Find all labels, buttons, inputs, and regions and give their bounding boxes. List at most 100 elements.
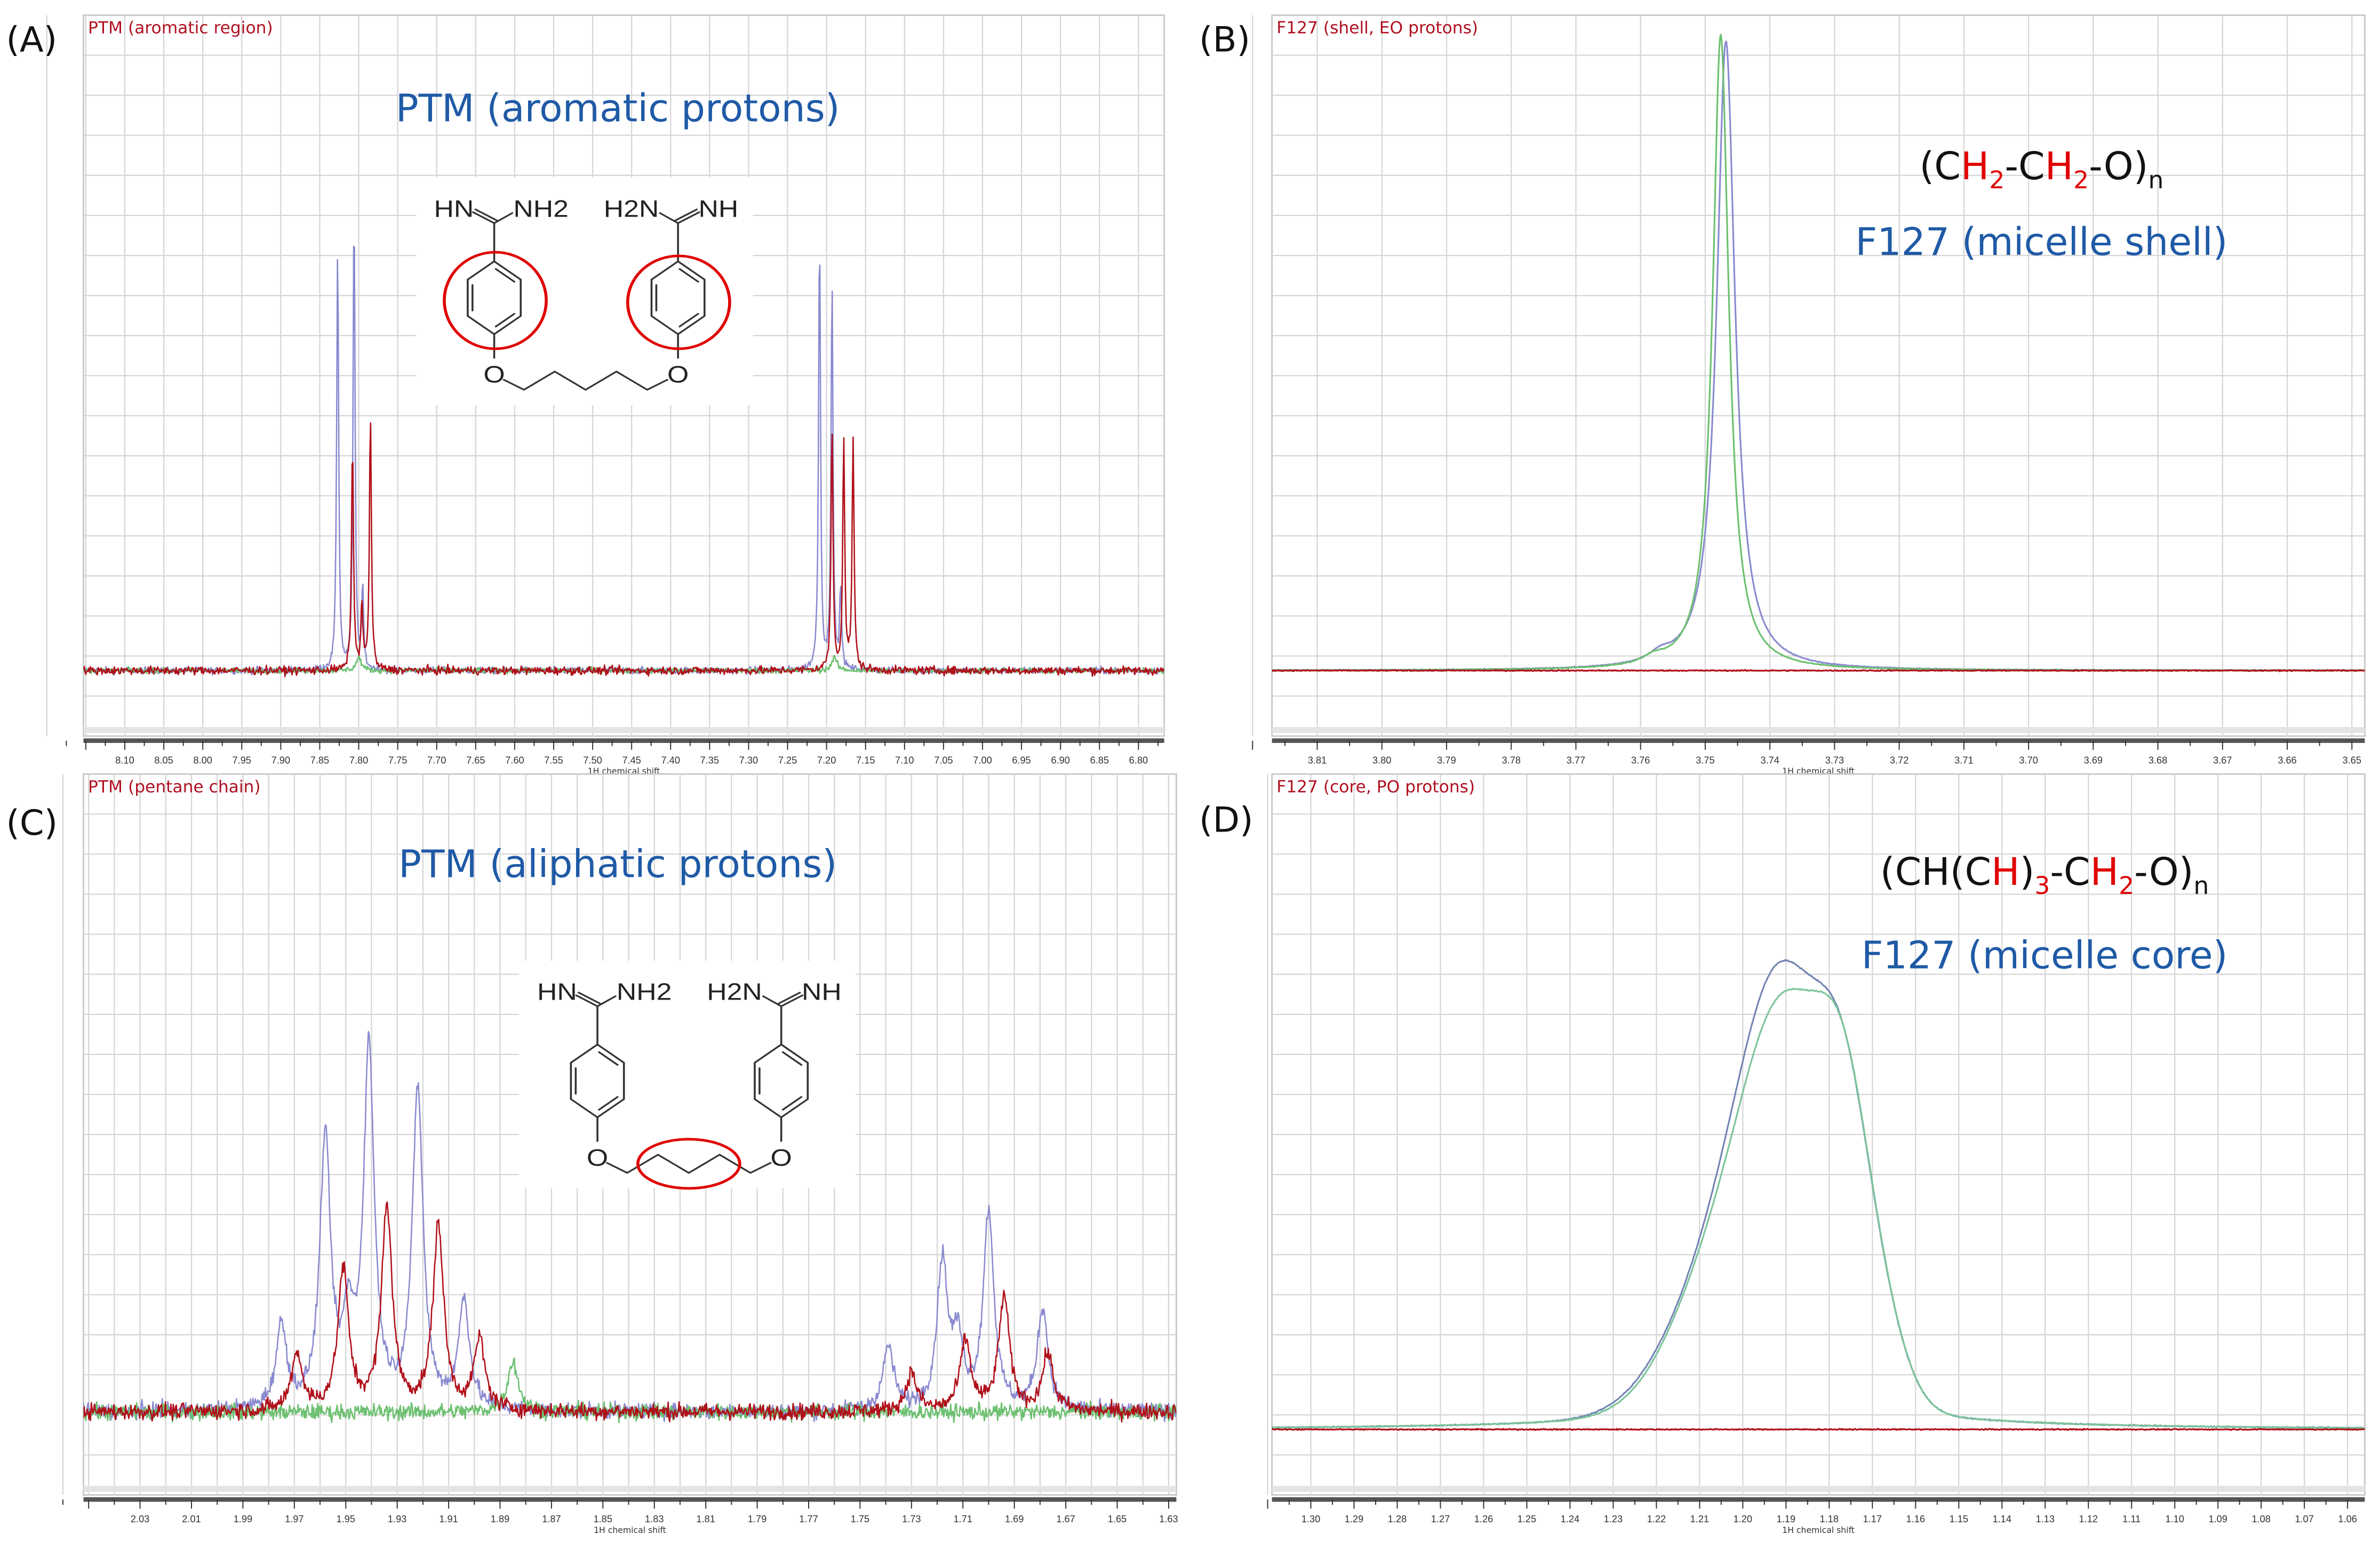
formula-segment: (CH(C bbox=[1880, 850, 1991, 894]
panel-label: (C) bbox=[6, 803, 58, 843]
x-tick-label: 7.15 bbox=[856, 755, 875, 765]
x-tick-label: 1.97 bbox=[285, 1514, 304, 1524]
panel-c: 2.03 2.01 1.99 1.97 1.95 1.93 1.91 1.89 1.87 1.85… bbox=[6, 773, 1178, 1535]
bond bbox=[677, 211, 700, 224]
x-tick-label: 7.50 bbox=[583, 755, 602, 765]
formula-segment: H bbox=[2045, 144, 2073, 188]
plot-bottom-band bbox=[83, 1485, 1177, 1492]
x-tick-label: 1.69 bbox=[1005, 1514, 1024, 1524]
x-tick-label: 3.81 bbox=[1308, 755, 1327, 765]
panel-label: (B) bbox=[1199, 20, 1250, 60]
bond bbox=[472, 211, 496, 224]
ptm-molecule-structure: HN NH2 H2N NH O O bbox=[537, 979, 842, 1190]
x-tick-label: 1.23 bbox=[1604, 1514, 1623, 1524]
polymer-formula: (CH(CH)3-CH2-O)n bbox=[1880, 850, 2209, 900]
spectrum-line-green bbox=[1272, 987, 2365, 1429]
x-tick-label: 1.91 bbox=[439, 1514, 458, 1524]
double-bond bbox=[674, 209, 698, 221]
x-tick-label: 7.05 bbox=[934, 755, 953, 765]
panel-title: PTM (pentane chain) bbox=[88, 777, 261, 796]
bond bbox=[780, 994, 804, 1008]
x-tick-label: 1.95 bbox=[337, 1514, 355, 1524]
x-tick-label: 8.10 bbox=[115, 755, 134, 765]
spectrum-line-blue bbox=[83, 1030, 1177, 1423]
x-tick-label: 3.79 bbox=[1437, 755, 1456, 765]
double-bond bbox=[678, 268, 699, 283]
x-tick-label: 1.83 bbox=[645, 1514, 664, 1524]
x-tick-label: 2.01 bbox=[182, 1514, 201, 1524]
bond bbox=[575, 994, 598, 1008]
x-tick-label: 1.30 bbox=[1301, 1514, 1320, 1524]
x-tick-label: 3.75 bbox=[1696, 755, 1714, 765]
x-tick-label: 6.90 bbox=[1051, 755, 1069, 765]
x-tick-label: 3.78 bbox=[1502, 755, 1521, 765]
formula-segment: H bbox=[1961, 144, 1989, 188]
x-tick-label: 3.77 bbox=[1567, 755, 1585, 765]
double-bond bbox=[494, 313, 516, 327]
oxygen-label: O bbox=[667, 361, 689, 388]
plot-bottom-band bbox=[83, 726, 1164, 733]
x-tick-label: 3.66 bbox=[2278, 755, 2296, 765]
formula-segment: -C bbox=[2050, 850, 2090, 894]
formula-segment: 3 bbox=[2034, 872, 2050, 900]
formula-segment: 2 bbox=[2119, 872, 2134, 900]
x-tick-label: 1.13 bbox=[2036, 1514, 2055, 1524]
highlight-ellipse-chain bbox=[636, 1138, 741, 1190]
double-bond bbox=[578, 992, 601, 1004]
panel-b: 3.81 3.80 3.79 3.78 3.77 3.76 3.75 3.74 3.73 3.72… bbox=[1199, 14, 2366, 776]
x-tick-label: 1.89 bbox=[491, 1514, 509, 1524]
x-tick-label: 7.65 bbox=[466, 755, 485, 765]
x-tick-label: 7.80 bbox=[349, 755, 368, 765]
spectrum-line-red bbox=[1272, 1427, 2365, 1431]
pentane-chain bbox=[606, 1153, 772, 1174]
x-tick-label: 1.65 bbox=[1108, 1514, 1127, 1524]
x-tick-label: 1.21 bbox=[1690, 1514, 1709, 1524]
x-axis-ticks bbox=[62, 1499, 1169, 1509]
x-tick-label: 1.29 bbox=[1345, 1514, 1363, 1524]
x-tick-label: 3.80 bbox=[1372, 755, 1391, 765]
x-tick-label: 1.28 bbox=[1388, 1514, 1407, 1524]
formula-segment: 2 bbox=[2073, 166, 2089, 194]
x-tick-label: 6.80 bbox=[1129, 755, 1148, 765]
x-tick-label: 1.73 bbox=[902, 1514, 921, 1524]
highlight-ellipses bbox=[636, 1138, 741, 1190]
double-bond bbox=[494, 268, 516, 283]
x-tick-label: 7.35 bbox=[700, 755, 719, 765]
bonds bbox=[570, 992, 809, 1174]
amine-label: H2N bbox=[707, 979, 762, 1005]
spectrum-line-red bbox=[83, 422, 1164, 677]
x-tick-label: 1.99 bbox=[234, 1514, 252, 1524]
formula-segment: H bbox=[2090, 850, 2119, 894]
x-tick-label: 1.67 bbox=[1056, 1514, 1075, 1524]
formula-segment: ) bbox=[2020, 850, 2035, 894]
annotation-label: PTM (aliphatic protons) bbox=[398, 842, 837, 886]
x-tick-label: 1.12 bbox=[2079, 1514, 2098, 1524]
plot-bottom-band bbox=[1272, 726, 2365, 733]
x-tick-label: 6.95 bbox=[1012, 755, 1031, 765]
x-tick-label: 3.72 bbox=[1890, 755, 1908, 765]
x-tick-label: 1.27 bbox=[1431, 1514, 1450, 1524]
panel-title: F127 (shell, EO protons) bbox=[1276, 19, 1478, 38]
ptm-molecule-structure: HN NH2 H2N NH O O bbox=[434, 196, 738, 391]
x-tick-label: 7.75 bbox=[388, 755, 407, 765]
annotation-label: F127 (micelle core) bbox=[1862, 933, 2228, 977]
x-tick-label: 1.06 bbox=[2338, 1514, 2357, 1524]
x-axis-label: 1H chemical shift bbox=[594, 1525, 666, 1535]
panel-title: PTM (aromatic region) bbox=[88, 19, 273, 38]
formula-segment: 2 bbox=[1989, 166, 2004, 194]
double-bond bbox=[598, 1096, 619, 1111]
x-axis-ticks bbox=[1252, 740, 2353, 750]
panel-a: 8.10 8.05 8.00 7.95 7.90 7.85 7.80 7.75 7.70 7.65… bbox=[6, 14, 1165, 776]
x-axis-line bbox=[83, 738, 1164, 743]
x-tick-label: 8.00 bbox=[193, 755, 212, 765]
x-tick-label: 1.18 bbox=[1820, 1514, 1839, 1524]
x-axis-ticks bbox=[66, 740, 1159, 750]
formula-segment: -O) bbox=[2134, 850, 2193, 894]
highlight-ellipse-left-ring bbox=[443, 251, 548, 350]
amine-label: H2N bbox=[604, 196, 659, 222]
double-bond bbox=[781, 1096, 803, 1111]
x-tick-label: 1.10 bbox=[2165, 1514, 2184, 1524]
oxygen-label: O bbox=[771, 1145, 792, 1171]
formula-segment: -O) bbox=[2089, 144, 2148, 188]
